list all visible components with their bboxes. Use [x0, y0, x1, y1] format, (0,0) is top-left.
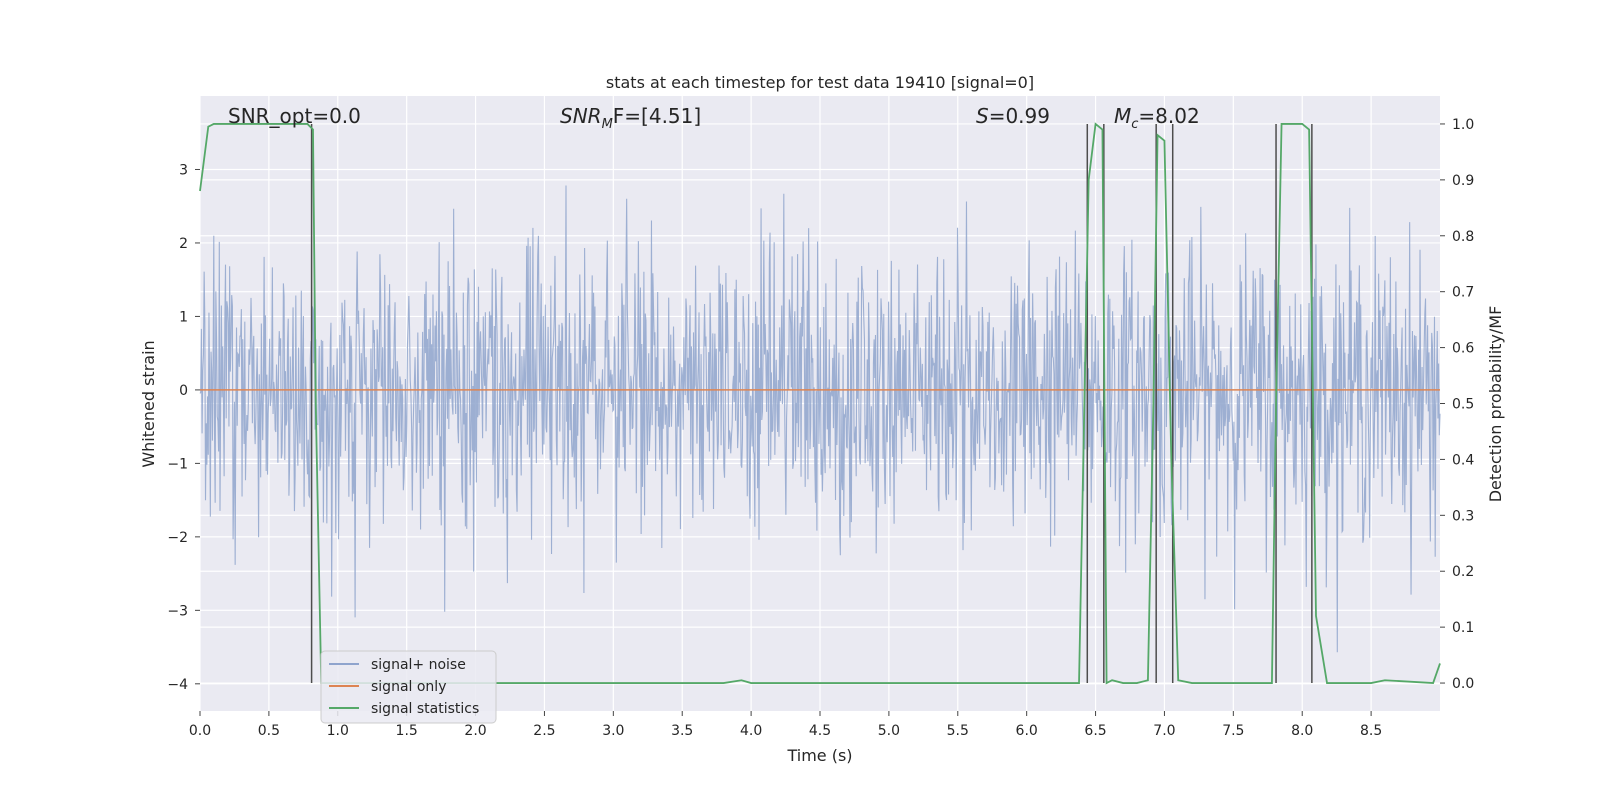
x-tick-label: 3.5	[671, 723, 693, 739]
signal-noise-line	[199, 185, 1441, 653]
x-tick-label: 2.0	[464, 723, 486, 739]
y-right-tick-label: 0.9	[1452, 173, 1474, 189]
x-tick-label: 8.0	[1291, 723, 1313, 739]
annotation-mc: Mc=8.02	[1114, 104, 1200, 132]
y-right-tick-label: 0.0	[1452, 676, 1474, 692]
y-left-tick-label: −3	[167, 603, 188, 619]
x-tick-label: 3.0	[602, 723, 624, 739]
x-tick-label: 4.0	[740, 723, 762, 739]
x-tick-label: 0.5	[258, 723, 280, 739]
x-axis-ticks: 0.0 0.5 1.0 1.5 2.0 2.5 3.0 3.5 4.0 4.5 5.0 5.5 6.0 6…	[189, 711, 1382, 739]
legend-label-signal-noise: signal+ noise	[371, 657, 466, 673]
y-left-tick-label: −1	[167, 456, 188, 472]
y-right-tick-label: 0.2	[1452, 564, 1474, 580]
annotation-snr-opt: SNR_opt=0.0	[228, 104, 361, 128]
y-right-tick-label: 0.5	[1452, 397, 1474, 413]
x-tick-label: 5.5	[947, 723, 969, 739]
x-tick-label: 4.5	[809, 723, 831, 739]
y-right-tick-label: 0.1	[1452, 620, 1474, 636]
chart-title: stats at each timestep for test data 194…	[606, 73, 1034, 92]
x-tick-label: 1.5	[396, 723, 418, 739]
x-axis-label: Time (s)	[786, 746, 852, 765]
x-tick-label: 5.0	[878, 723, 900, 739]
x-tick-label: 8.5	[1360, 723, 1382, 739]
y-right-tick-label: 1.0	[1452, 117, 1474, 133]
legend: signal+ noise signal only signal statist…	[320, 650, 497, 724]
y-left-tick-label: −2	[167, 530, 188, 546]
y-right-tick-label: 0.6	[1452, 341, 1474, 357]
y-right-tick-label: 0.4	[1452, 452, 1474, 468]
legend-label-signal-only: signal only	[371, 679, 446, 695]
series-signal-noise	[199, 185, 1441, 653]
y-right-tick-label: 0.8	[1452, 229, 1474, 245]
x-tick-label: 2.5	[533, 723, 555, 739]
y-left-axis-label: Whitened strain	[139, 340, 158, 467]
x-tick-label: 7.5	[1222, 723, 1244, 739]
annotation-s: S=0.99	[976, 104, 1050, 128]
y-right-tick-label: 0.3	[1452, 508, 1474, 524]
x-tick-label: 7.0	[1153, 723, 1175, 739]
y-left-tick-label: 0	[179, 383, 188, 399]
y-left-tick-label: 3	[179, 162, 188, 178]
x-tick-label: 0.0	[189, 723, 211, 739]
y-left-tick-label: 1	[179, 309, 188, 325]
legend-box	[320, 650, 497, 724]
y-left-tick-label: 2	[179, 236, 188, 252]
y-left-axis-ticks: −4 −3 −2 −1 0 1 2 3	[167, 162, 200, 693]
legend-label-signal-statistics: signal statistics	[371, 701, 479, 717]
x-tick-label: 1.0	[327, 723, 349, 739]
y-right-axis-label: Detection probability/MF	[1486, 306, 1505, 503]
x-tick-label: 6.0	[1016, 723, 1038, 739]
y-left-tick-label: −4	[167, 677, 188, 693]
signal-statistics-line	[199, 122, 1441, 685]
y-right-axis-ticks: 0.0 0.1 0.2 0.3 0.4 0.5 0.6 0.7 0.8 0.9 1.0	[1440, 117, 1474, 692]
x-tick-label: 6.5	[1084, 723, 1106, 739]
y-right-tick-label: 0.7	[1452, 285, 1474, 301]
annotation-snr-mf: SNRMF=[4.51]	[560, 104, 701, 132]
series-signal-statistics	[199, 122, 1441, 685]
